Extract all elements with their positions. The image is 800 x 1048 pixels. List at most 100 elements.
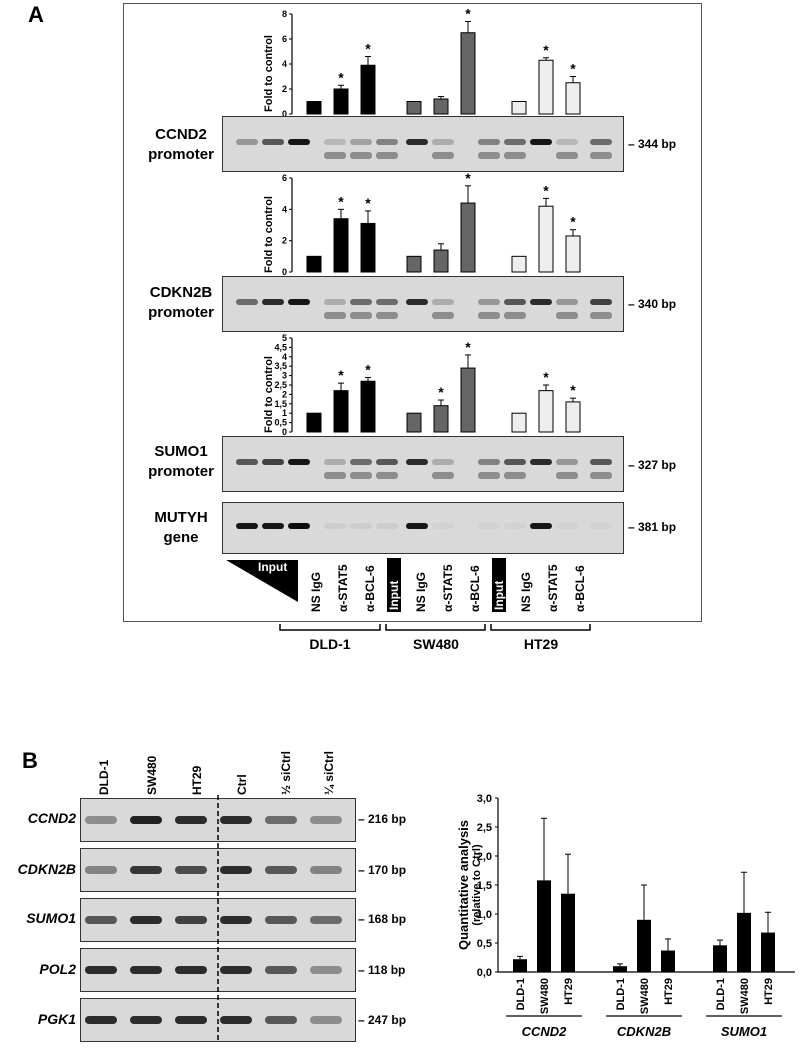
gel-band [175,916,207,924]
significance-star: * [338,367,344,383]
gel-band [236,459,258,465]
gel-band [406,139,428,145]
y-tick-label: 0,0 [477,967,492,979]
b-gene-pgk1: PGK1 [37,1011,76,1027]
gel-band [130,1016,162,1024]
gel-band [220,816,252,824]
bar [565,235,581,273]
gel-band [504,299,526,305]
gel-band [265,816,297,824]
bar [306,101,322,115]
gel-band-lower [478,152,500,159]
x-tick-label: DLD-1 [515,978,527,1010]
y-tick-label: 3,0 [477,793,492,805]
bar [565,401,581,433]
y-tick-label: 6 [282,173,287,183]
x-tick-label: HT29 [563,978,575,1005]
gel-band [220,966,252,974]
bar [538,205,554,273]
significance-star: * [465,172,471,186]
y-tick-label: 8 [282,9,287,19]
gel-band [478,139,500,145]
gel-band [350,523,372,529]
bar [538,59,554,115]
gel-band [288,523,310,529]
gel-band [324,459,346,465]
ccnd2-chart: 0 2 4 6 8 * * * * * [282,8,581,119]
bar [333,218,349,273]
y-tick-label: 0 [282,427,287,436]
lane-ht29-nsigg: NS IgG [519,571,533,612]
gel-band [324,523,346,529]
gel-band [175,966,207,974]
gel-band [556,299,578,305]
gel-band [530,139,552,145]
sumo1-blot [222,436,624,492]
gel-band-lower [556,472,578,479]
ccnd2-size: – 344 bp [628,137,677,151]
bar [306,255,322,273]
gel-band [530,299,552,305]
gel-band [556,459,578,465]
gel-band [130,866,162,874]
bar [537,880,551,972]
y-tick-label: 0 [282,267,287,276]
lane-dld1-stat5: α-STAT5 [336,564,350,612]
lane-ht29-stat5: α-STAT5 [546,564,560,612]
gel-band-lower [324,472,346,479]
bar [460,32,476,115]
gel-band [556,523,578,529]
b-gene-ccnd2: CCND2 [27,810,76,826]
bar [360,380,376,433]
significance-star: * [338,193,344,209]
x-tick-label: HT29 [763,978,775,1005]
bar [360,64,376,115]
gel-band [530,459,552,465]
bar [406,255,422,273]
b-gene-cdkn2b: CDKN2B [17,861,76,877]
gel-band [85,916,117,924]
ccnd2-y-axis-label: Fold to control [263,35,275,112]
y-tick-label: 0,5 [274,418,287,428]
gel-band [85,816,117,824]
gel-band [236,299,258,305]
b-gene-pol2: POL2 [39,961,76,977]
gel-band [590,459,612,465]
x-tick-label: SW480 [639,978,651,1014]
gel-band [432,299,454,305]
bar [333,390,349,433]
gel-band [236,139,258,145]
bar [460,202,476,273]
mutyh-size: – 381 bp [628,520,677,534]
b-sumo1-size: – 168 bp [358,912,407,926]
group-label: CDKN2B [617,1024,671,1039]
bar [460,367,476,433]
bar [661,950,675,972]
gel-band-lower [324,312,346,319]
bar [433,249,449,273]
gel-band [265,866,297,874]
significance-star: * [543,369,549,385]
y-tick-label: 0 [282,109,287,119]
sumo1-y-axis-label: Fold to control [263,356,275,433]
significance-star: * [570,214,576,230]
gel-band [478,459,500,465]
b-lane-ctrl: Ctrl [235,774,249,795]
cdkn2b-size: – 340 bp [628,297,677,311]
gel-band [530,523,552,529]
y-tick-label: 6 [282,34,287,44]
y-tick-label: 1,5 [274,399,287,409]
gel-band [432,459,454,465]
gel-band [324,139,346,145]
gel-band-lower [504,312,526,319]
lane-dld1-bcl6: α-BCL-6 [363,565,377,612]
y-tick-label: 3,5 [274,361,287,371]
b-lane-quarter-sictrl: ¼ siCtrl [322,750,336,795]
sumo1-label: SUMO1 promoter [148,443,214,480]
gel-band-lower [432,312,454,319]
gel-band [265,916,297,924]
gel-band [262,459,284,465]
gel-band [504,523,526,529]
gel-band-lower [478,472,500,479]
lane-sw480-input: Input [387,558,401,612]
